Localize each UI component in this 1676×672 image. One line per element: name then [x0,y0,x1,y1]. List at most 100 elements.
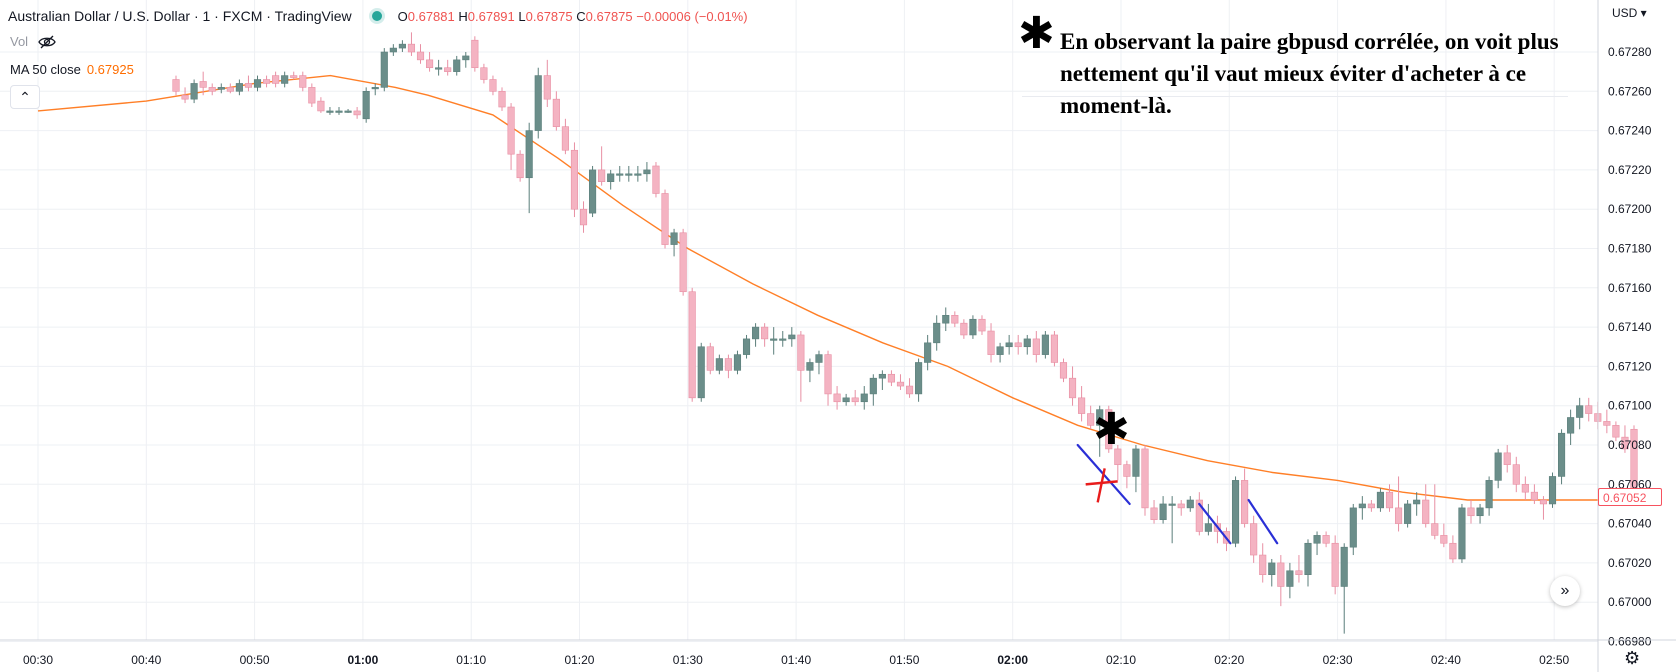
candle-body [190,83,198,100]
candle-body [1286,570,1294,587]
price-tick-label: 0.67260 [1608,84,1652,98]
low-value: 0.67875 [525,8,573,24]
candle-body [1503,452,1511,465]
open-label: O [397,8,408,24]
candle-body [1467,507,1475,517]
candle-body [1168,503,1176,506]
candle-body [842,397,850,403]
price-tick-label: 0.67100 [1608,399,1652,413]
candle-body [290,75,298,78]
change-value: −0.00006 (−0.01%) [636,8,748,24]
price-tick-label: 0.67180 [1608,242,1652,256]
chevron-up-icon: ⌃ [19,89,31,105]
annotation-divider [1022,96,1568,97]
price-tick-label: 0.67000 [1608,595,1652,609]
candle-body [1585,405,1593,414]
candle-body [453,59,461,72]
candle-body [924,342,932,363]
candle-body [770,338,778,341]
time-tick-label: 00:40 [131,653,161,667]
candle-body [815,354,823,363]
candle-body [598,169,606,182]
price-tick-label: 0.67080 [1608,438,1652,452]
time-tick-label: 02:40 [1431,653,1461,667]
candle-body [1068,377,1077,399]
candle-body [1494,452,1502,481]
candle-body [1512,464,1520,485]
price-tick-label: 0.66980 [1608,635,1652,649]
candle-body [1259,554,1267,575]
candle-body [272,75,280,84]
candle-body [317,100,325,112]
candle-body [1358,503,1366,509]
candle-body [761,326,769,340]
candle-body [353,110,361,116]
candle-body [480,67,488,80]
eye-hidden-icon[interactable] [38,35,56,49]
price-tick-label: 0.67120 [1608,359,1652,373]
price-tick-label: 0.67220 [1608,163,1652,177]
candle-body [1078,397,1086,414]
volume-label[interactable]: Vol [10,34,29,49]
candle-body [1340,546,1348,587]
asterisk-marker[interactable]: ✱ [1093,404,1130,455]
candle-body [1231,480,1240,544]
candle-body [616,173,624,176]
candle-body [833,393,841,403]
candle-body [1195,499,1203,532]
goto-realtime-button[interactable]: » [1550,576,1580,606]
candle-body [1431,523,1439,536]
last-price-label: 0.67052 [1598,488,1662,506]
candle-body [1322,535,1330,544]
candle-body [172,79,180,92]
price-tick-label: 0.67160 [1608,281,1652,295]
candle-body [1603,421,1611,426]
candle-body [1394,507,1403,524]
candle-body [1485,480,1493,509]
candle-body [416,51,425,61]
chart-settings-button[interactable]: ⚙ [1624,648,1640,669]
annotation-note[interactable]: ✱ En observant la paire gbpusd corrélée,… [1018,12,1566,122]
candle-body [933,322,941,344]
candle-body [507,106,515,155]
candle-body [706,346,714,371]
cross-mark-v [1096,468,1106,503]
candle-body [1530,491,1538,501]
candle-body [625,173,633,176]
candle-body [1087,413,1095,426]
collapse-legend-button[interactable]: ⌃ [10,85,40,109]
candle-body [1250,523,1258,556]
candle-body [1123,464,1131,477]
market-status-dot [371,11,382,21]
candle-body [1304,542,1312,575]
candle-body [199,81,207,88]
candle-body [1385,491,1394,509]
candle-body [1440,535,1448,544]
candle-body [1567,417,1575,434]
candle-body [733,354,742,371]
candle-body [1313,535,1321,544]
candle-body [344,110,352,113]
ma-legend[interactable]: MA 50 close 0.67925 [10,62,134,77]
candle-body [516,153,524,179]
candle-body [462,55,470,61]
candle-body [824,354,832,395]
candle-body [742,338,751,355]
candle-body [987,330,995,355]
candle-body [878,373,886,379]
candle-body [887,373,895,383]
currency-selector[interactable]: USD ▾ [1612,6,1647,20]
candle-body [471,39,479,69]
candle-body [1621,436,1629,450]
candle-body [915,362,923,395]
candle-body [426,59,434,69]
symbol-title[interactable]: Australian Dollar / U.S. Dollar · 1 · FX… [8,8,352,24]
candle-body [244,83,253,88]
candle-body [398,43,406,49]
ohlc-values: O0.67881 H0.67891 L0.67875 C0.67875 −0.0… [398,9,748,24]
symbol-legend: Australian Dollar / U.S. Dollar · 1 · FX… [8,8,748,24]
candle-body [797,334,805,371]
time-tick-label: 01:40 [781,653,811,667]
candle-body [905,385,914,395]
